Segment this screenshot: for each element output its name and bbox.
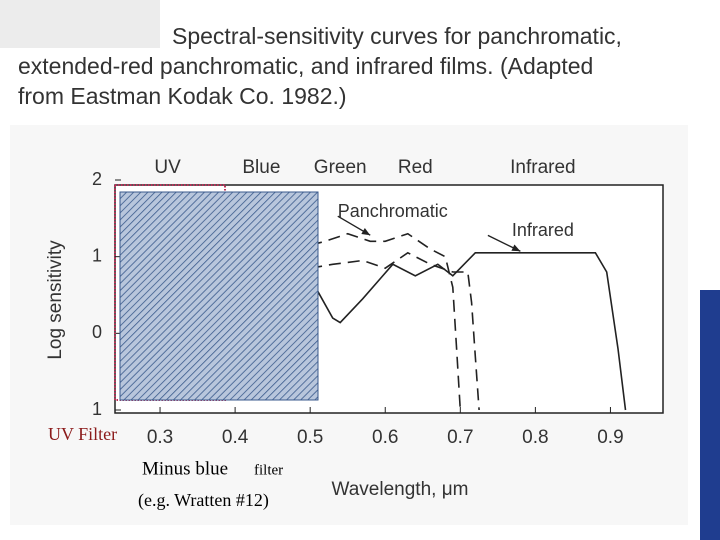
band-label: Green <box>314 157 367 178</box>
y-tick-label: 1 <box>92 399 102 419</box>
plot: 2 1 0 1 0.3 0.4 0.5 0.6 0.7 0.8 0.9 UV Blue Green Red I… <box>92 157 627 448</box>
side-strip <box>700 290 720 540</box>
band-label: Infrared <box>510 157 575 178</box>
minus-blue-label: Minus blue <box>142 458 228 479</box>
filter-overlay <box>114 184 319 401</box>
band-label: Red <box>398 157 433 178</box>
x-tick-label: 0.4 <box>222 427 249 448</box>
x-tick-label: 0.9 <box>597 427 623 448</box>
y-tick-label: 2 <box>92 169 102 189</box>
x-axis-label: Wavelength, μm <box>332 479 469 500</box>
y-tick-label: 1 <box>92 245 102 265</box>
series-line <box>317 252 627 411</box>
y-axis-label: Log sensitivity <box>45 240 66 360</box>
caption-line: Spectral-sensitivity curves for panchrom… <box>172 23 622 49</box>
x-tick-label: 0.5 <box>297 427 323 448</box>
series-line <box>309 232 462 411</box>
x-tick-label: 0.8 <box>522 427 548 448</box>
filter-word: filter <box>254 462 283 478</box>
arrow-head <box>361 227 371 236</box>
series-annotation: Infrared <box>512 220 574 240</box>
example-label: (e.g. Wratten #12) <box>138 490 269 511</box>
uv-filter-label: UV Filter <box>48 424 117 444</box>
band-label: Blue <box>242 157 280 178</box>
band-label: UV <box>154 157 181 178</box>
caption-line: extended-red panchromatic, and infrared … <box>18 53 593 79</box>
x-tick-label: 0.3 <box>147 427 173 448</box>
x-tick-label: 0.7 <box>447 427 473 448</box>
caption-line: from Eastman Kodak Co. 1982.) <box>18 83 347 109</box>
x-tick-label: 0.6 <box>372 427 398 448</box>
series-annotation: Panchromatic <box>338 201 448 221</box>
arrow-head <box>511 244 521 252</box>
corner-shade <box>0 0 160 48</box>
minus-blue-box <box>119 191 319 401</box>
y-tick-label: 0 <box>92 322 102 342</box>
series-line <box>310 251 480 411</box>
